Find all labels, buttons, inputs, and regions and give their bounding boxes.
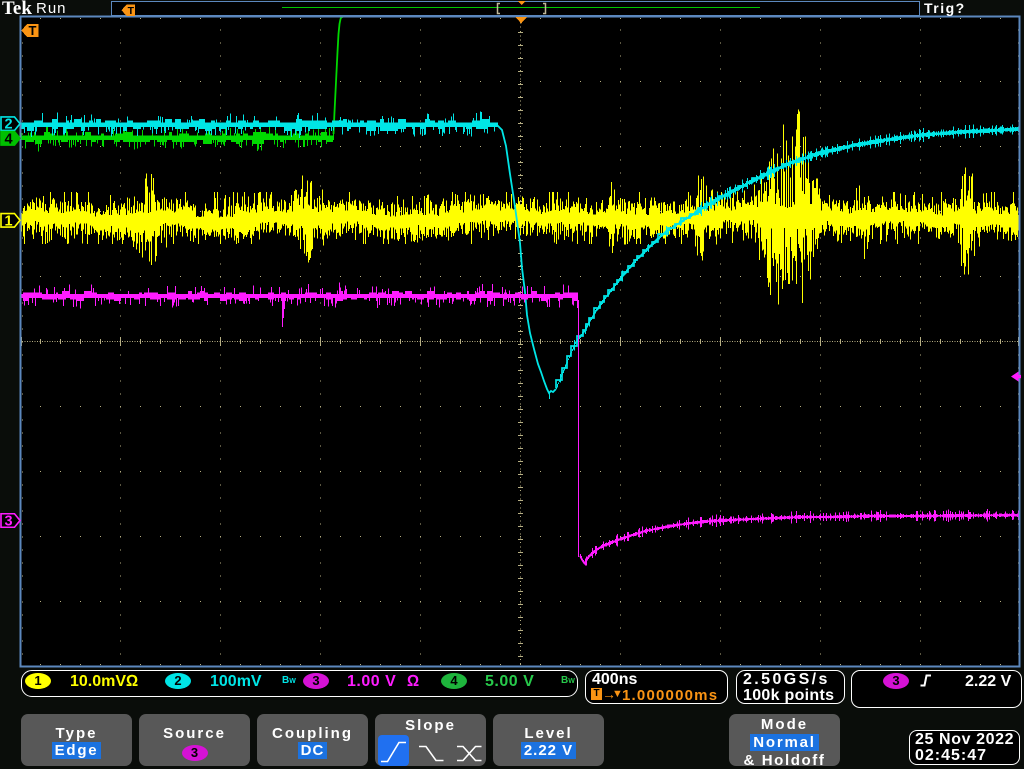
svg-text:4: 4 bbox=[4, 131, 12, 147]
svg-text:1: 1 bbox=[4, 213, 12, 229]
svg-text:T: T bbox=[29, 23, 37, 38]
svg-text:2: 2 bbox=[4, 117, 12, 133]
svg-text:3: 3 bbox=[4, 514, 12, 530]
svg-text:T: T bbox=[128, 5, 135, 17]
